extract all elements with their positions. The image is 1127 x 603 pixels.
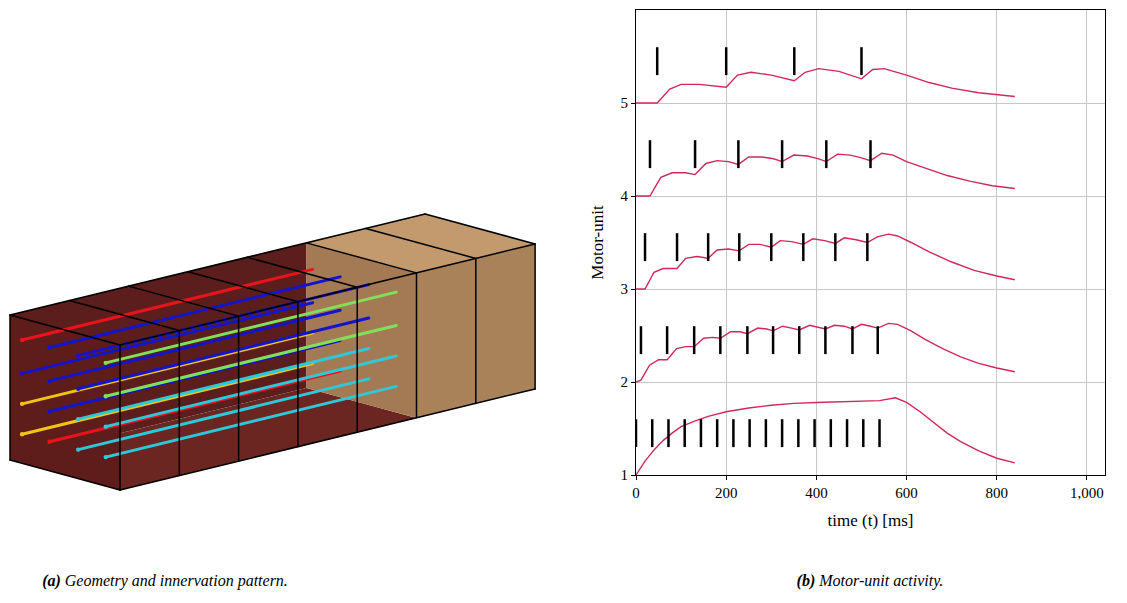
svg-text:0: 0 [632,485,640,501]
svg-text:Motor-unit: Motor-unit [588,205,607,280]
svg-text:1: 1 [621,467,629,483]
html-text:(a) Geometry and innervation p: (a) Geometry and innervation pattern. [42,572,288,589]
svg-text:1,000: 1,000 [1070,485,1104,501]
svg-text:600: 600 [895,485,918,501]
svg-text:400: 400 [805,485,828,501]
svg-text:2: 2 [621,374,629,390]
svg-text:3: 3 [621,281,629,297]
svg-text:800: 800 [986,485,1009,501]
svg-text:time (t) [ms]: time (t) [ms] [828,511,914,530]
html-text:(b) Motor-unit activity.: (b) Motor-unit activity. [796,572,944,589]
svg-text:200: 200 [715,485,738,501]
svg-text:5: 5 [621,95,629,111]
svg-text:4: 4 [621,188,629,204]
